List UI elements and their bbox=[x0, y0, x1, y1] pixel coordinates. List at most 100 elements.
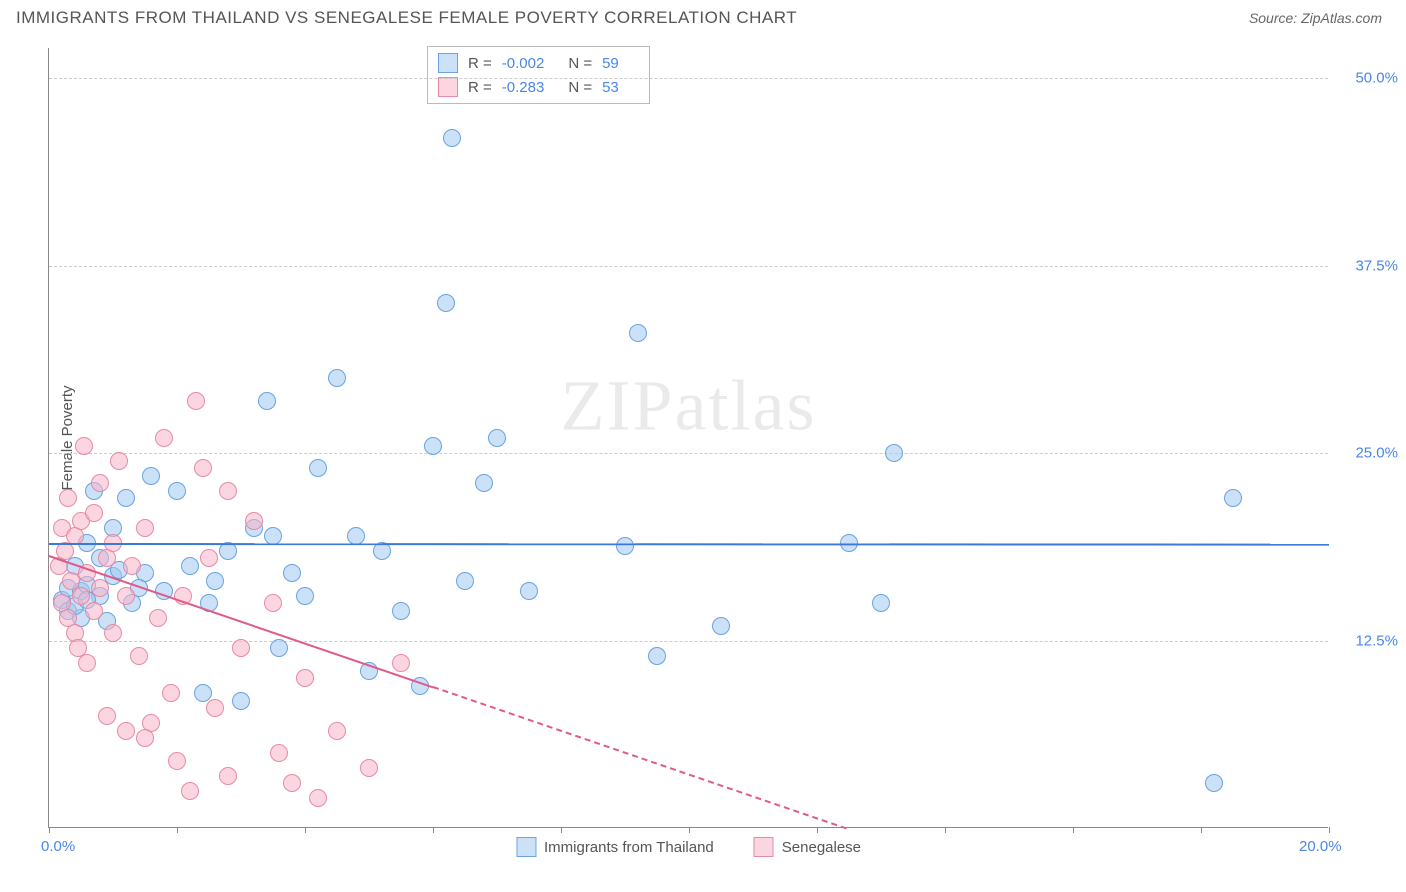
data-point bbox=[296, 669, 314, 687]
data-point bbox=[142, 467, 160, 485]
x-tick-mark bbox=[1073, 827, 1074, 833]
data-point bbox=[181, 782, 199, 800]
data-point bbox=[181, 557, 199, 575]
data-point bbox=[149, 609, 167, 627]
swatch-series1-bottom bbox=[516, 837, 536, 857]
data-point bbox=[59, 489, 77, 507]
bottom-legend: Immigrants from Thailand Senegalese bbox=[506, 837, 871, 857]
x-tick-label: 20.0% bbox=[1299, 838, 1342, 855]
data-point bbox=[85, 504, 103, 522]
data-point bbox=[136, 519, 154, 537]
y-tick-label: 25.0% bbox=[1338, 445, 1398, 462]
data-point bbox=[78, 654, 96, 672]
data-point bbox=[475, 474, 493, 492]
stats-row-series1: R = -0.002 N = 59 bbox=[438, 51, 633, 75]
data-point bbox=[616, 537, 634, 555]
stats-legend: R = -0.002 N = 59 R = -0.283 N = 53 bbox=[427, 46, 650, 104]
data-point bbox=[155, 429, 173, 447]
regression-line bbox=[49, 543, 1329, 546]
data-point bbox=[1224, 489, 1242, 507]
x-tick-mark bbox=[49, 827, 50, 833]
regression-line bbox=[433, 686, 847, 829]
y-tick-label: 37.5% bbox=[1338, 257, 1398, 274]
data-point bbox=[456, 572, 474, 590]
data-point bbox=[117, 587, 135, 605]
data-point bbox=[437, 294, 455, 312]
chart-source: Source: ZipAtlas.com bbox=[1249, 10, 1382, 26]
data-point bbox=[328, 369, 346, 387]
data-point bbox=[130, 647, 148, 665]
data-point bbox=[1205, 774, 1223, 792]
legend-item-series2: Senegalese bbox=[754, 837, 861, 857]
chart-header: IMMIGRANTS FROM THAILAND VS SENEGALESE F… bbox=[0, 0, 1406, 36]
swatch-series2-bottom bbox=[754, 837, 774, 857]
x-tick-mark bbox=[305, 827, 306, 833]
data-point bbox=[91, 474, 109, 492]
y-tick-label: 50.0% bbox=[1338, 70, 1398, 87]
x-tick-mark bbox=[177, 827, 178, 833]
y-tick-label: 12.5% bbox=[1338, 632, 1398, 649]
data-point bbox=[392, 602, 410, 620]
data-point bbox=[219, 482, 237, 500]
data-point bbox=[168, 752, 186, 770]
data-point bbox=[270, 744, 288, 762]
data-point bbox=[885, 444, 903, 462]
gridline-h bbox=[49, 78, 1328, 79]
data-point bbox=[328, 722, 346, 740]
data-point bbox=[283, 774, 301, 792]
data-point bbox=[283, 564, 301, 582]
data-point bbox=[360, 759, 378, 777]
data-point bbox=[424, 437, 442, 455]
x-tick-mark bbox=[817, 827, 818, 833]
data-point bbox=[232, 692, 250, 710]
data-point bbox=[629, 324, 647, 342]
data-point bbox=[98, 707, 116, 725]
data-point bbox=[245, 512, 263, 530]
data-point bbox=[200, 549, 218, 567]
data-point bbox=[648, 647, 666, 665]
chart-plot-area: Female Poverty ZIPatlas R = -0.002 N = 5… bbox=[48, 48, 1328, 828]
data-point bbox=[258, 392, 276, 410]
swatch-series1 bbox=[438, 53, 458, 73]
data-point bbox=[712, 617, 730, 635]
x-tick-mark bbox=[689, 827, 690, 833]
data-point bbox=[123, 557, 141, 575]
data-point bbox=[194, 684, 212, 702]
data-point bbox=[347, 527, 365, 545]
data-point bbox=[488, 429, 506, 447]
data-point bbox=[296, 587, 314, 605]
data-point bbox=[110, 452, 128, 470]
data-point bbox=[872, 594, 890, 612]
data-point bbox=[104, 624, 122, 642]
legend-item-series1: Immigrants from Thailand bbox=[516, 837, 714, 857]
gridline-h bbox=[49, 266, 1328, 267]
data-point bbox=[443, 129, 461, 147]
x-tick-mark bbox=[945, 827, 946, 833]
data-point bbox=[194, 459, 212, 477]
data-point bbox=[232, 639, 250, 657]
data-point bbox=[85, 602, 103, 620]
x-tick-mark bbox=[433, 827, 434, 833]
x-tick-mark bbox=[1201, 827, 1202, 833]
data-point bbox=[75, 437, 93, 455]
data-point bbox=[117, 489, 135, 507]
data-point bbox=[72, 587, 90, 605]
data-point bbox=[91, 579, 109, 597]
x-tick-mark bbox=[1329, 827, 1330, 833]
data-point bbox=[168, 482, 186, 500]
y-axis-label: Female Poverty bbox=[59, 385, 76, 490]
data-point bbox=[206, 699, 224, 717]
data-point bbox=[69, 639, 87, 657]
data-point bbox=[187, 392, 205, 410]
gridline-h bbox=[49, 453, 1328, 454]
data-point bbox=[309, 789, 327, 807]
data-point bbox=[206, 572, 224, 590]
x-tick-label: 0.0% bbox=[41, 838, 75, 855]
swatch-series2 bbox=[438, 77, 458, 97]
data-point bbox=[520, 582, 538, 600]
data-point bbox=[264, 527, 282, 545]
data-point bbox=[309, 459, 327, 477]
data-point bbox=[219, 767, 237, 785]
data-point bbox=[392, 654, 410, 672]
x-tick-mark bbox=[561, 827, 562, 833]
